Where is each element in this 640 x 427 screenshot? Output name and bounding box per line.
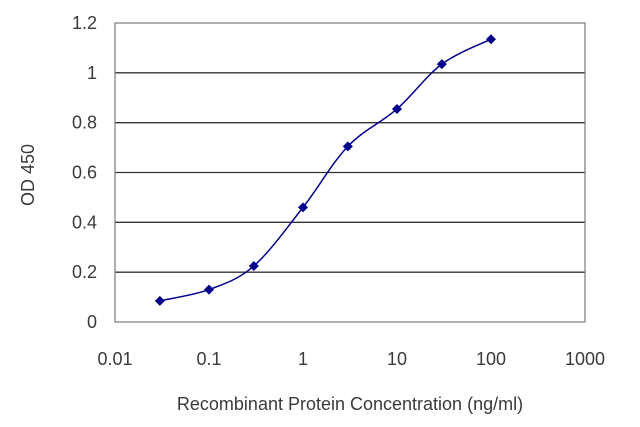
- plot-area-frame: [114, 22, 586, 323]
- series-line: [159, 38, 492, 302]
- data-point-marker: [392, 103, 402, 114]
- y-tick-label: 0.6: [72, 163, 97, 183]
- y-tick-label: 1.2: [72, 13, 97, 33]
- x-tick-label: 10: [387, 349, 407, 369]
- x-axis-title: Recombinant Protein Concentration (ng/ml…: [177, 394, 523, 414]
- data-point-marker: [486, 34, 496, 45]
- y-tick-label: 0.8: [72, 113, 97, 133]
- data-point-marker: [248, 260, 259, 271]
- x-axis-ticks: 0.01 0.1 1 10 100 1000: [97, 349, 605, 369]
- y-axis-ticks: 0 0.2 0.4 0.6 0.8 1 1.2: [72, 13, 97, 332]
- y-tick-label: 1: [87, 63, 97, 83]
- data-point-marker: [436, 59, 447, 70]
- y-tick-label: 0.4: [72, 212, 97, 232]
- data-points: [154, 34, 496, 306]
- data-point-marker: [154, 295, 165, 306]
- x-tick-label: 100: [476, 349, 506, 369]
- x-tick-label: 1000: [565, 349, 605, 369]
- y-axis-title: OD 450: [18, 144, 38, 206]
- gridlines: [115, 72, 585, 273]
- x-tick-label: 1: [298, 349, 308, 369]
- data-point-marker: [204, 284, 214, 295]
- y-tick-label: 0.2: [72, 262, 97, 282]
- data-point-marker: [342, 141, 353, 152]
- y-tick-label: 0: [87, 312, 97, 332]
- x-tick-label: 0.01: [97, 349, 132, 369]
- data-point-marker: [298, 202, 308, 213]
- x-tick-label: 0.1: [196, 349, 221, 369]
